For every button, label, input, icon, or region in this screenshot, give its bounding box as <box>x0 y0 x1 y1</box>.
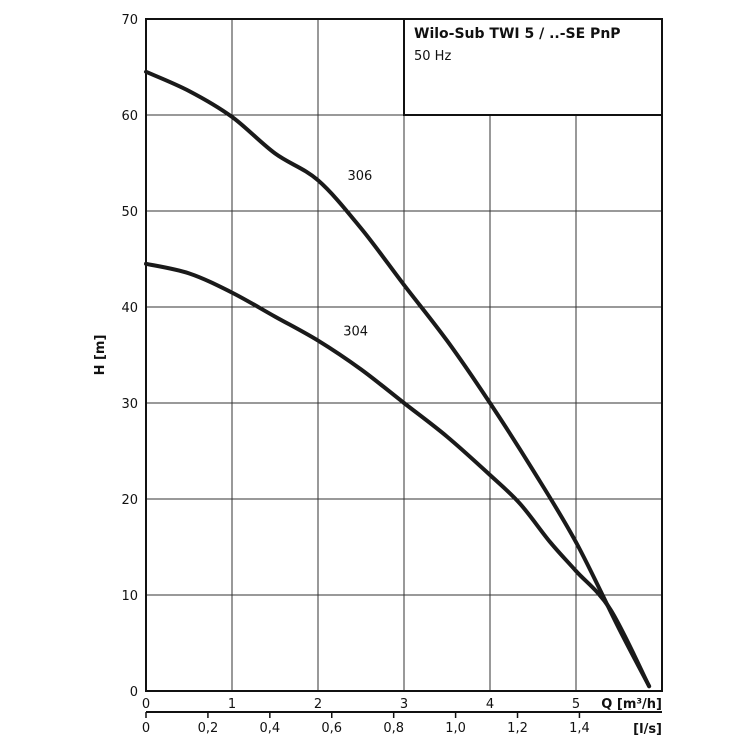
series-306-curve <box>144 69 652 689</box>
x-tick-label: 0 <box>142 697 150 712</box>
x2-tick-label: 0,8 <box>383 721 404 736</box>
y-tick-labels: 0 10 20 30 40 50 60 70 <box>121 13 138 700</box>
series-306-label: 306 <box>348 169 373 184</box>
series-304-label: 304 <box>343 325 368 340</box>
x2-tick-label: 0 <box>142 721 150 736</box>
x2-axis-label: [l/s] <box>633 722 662 737</box>
x-tick-label: 2 <box>314 697 322 712</box>
x-tick-label: 5 <box>572 697 580 712</box>
x-tick-label: 4 <box>486 697 494 712</box>
y-axis-label: H [m] <box>93 335 108 376</box>
y-tick-label: 60 <box>121 109 138 124</box>
x-axis-label: Q [m³/h] <box>601 697 662 712</box>
y-tick-label: 0 <box>130 685 138 700</box>
x2-tick-label: 1,0 <box>445 721 466 736</box>
series-layer: 306 304 <box>144 69 652 689</box>
grid-lines <box>146 19 662 691</box>
x2-tick-label: 1,2 <box>507 721 528 736</box>
y-tick-label: 30 <box>121 397 138 412</box>
x2-tick-label: 1,4 <box>569 721 590 736</box>
chart-subtitle: 50 Hz <box>414 49 451 64</box>
y-tick-label: 40 <box>121 301 138 316</box>
secondary-x-axis: 0 0,2 0,4 0,6 0,8 1,0 1,2 1,4 <box>142 711 662 736</box>
legend-box: Wilo-Sub TWI 5 / ..-SE PnP 50 Hz <box>403 18 663 116</box>
legend-rect <box>403 18 663 116</box>
x2-tick-label: 0,4 <box>259 721 280 736</box>
x-tick-label: 1 <box>228 697 236 712</box>
x2-tick-label: 0,2 <box>198 721 219 736</box>
y-tick-label: 10 <box>121 589 138 604</box>
x-tick-labels: 0 1 2 3 4 5 <box>142 697 580 712</box>
series-304-curve <box>144 261 652 689</box>
y-tick-label: 20 <box>121 493 138 508</box>
chart-title: Wilo-Sub TWI 5 / ..-SE PnP <box>414 26 621 42</box>
x-tick-label: 3 <box>400 697 408 712</box>
y-tick-label: 70 <box>121 13 138 28</box>
y-tick-label: 50 <box>121 205 138 220</box>
x2-tick-label: 0,6 <box>321 721 342 736</box>
